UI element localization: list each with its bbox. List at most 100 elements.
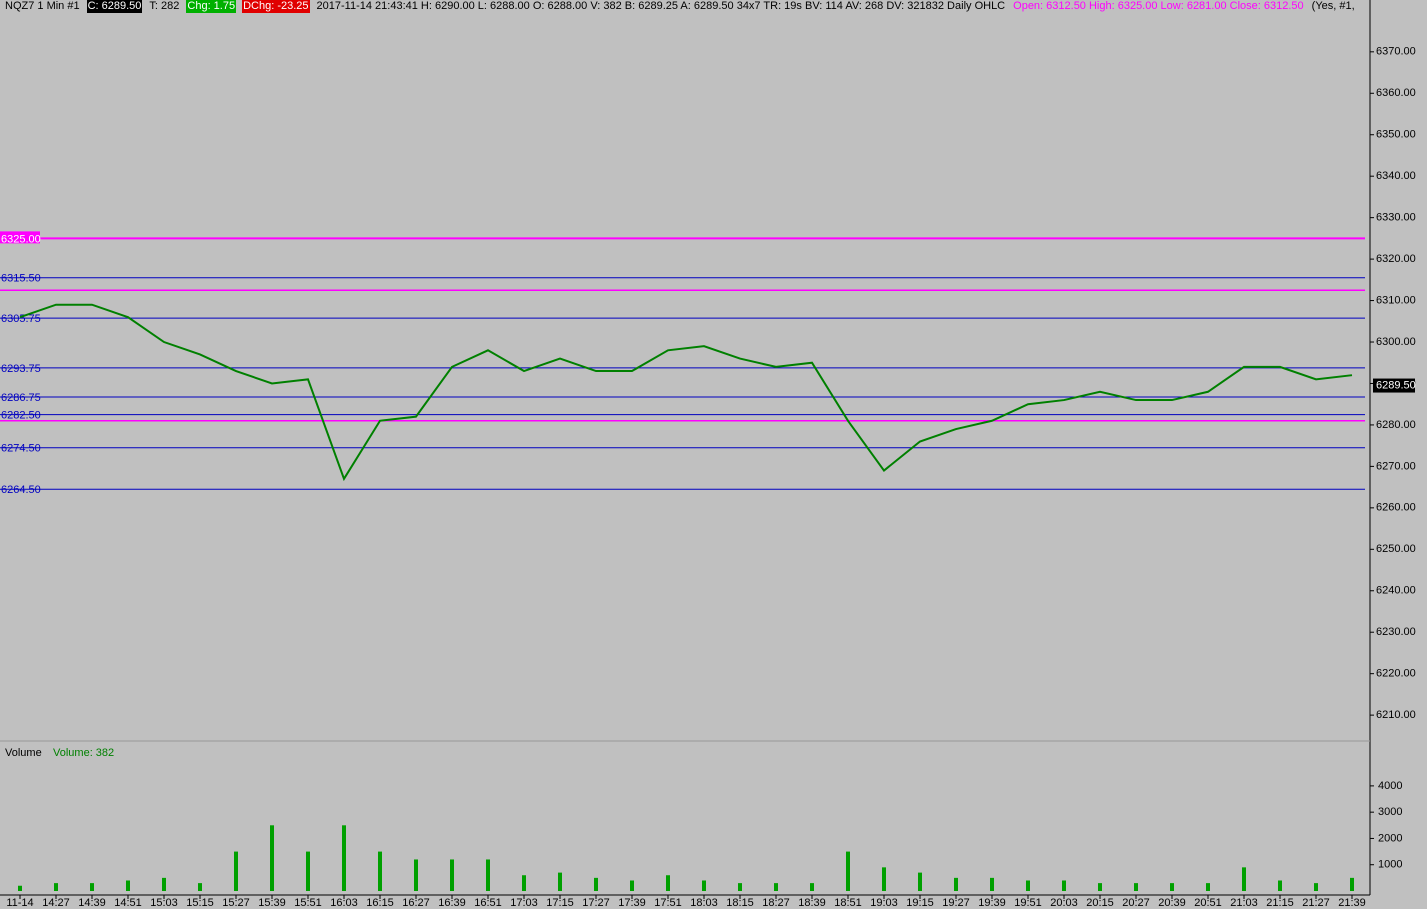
volume-bar [918, 872, 922, 891]
volume-bar [414, 859, 418, 891]
y-tick-label: 4000 [1378, 780, 1402, 792]
volume-bar [882, 867, 886, 891]
last-price-label: 6289.50 [1376, 379, 1416, 391]
x-tick-label: 17:15 [546, 897, 574, 909]
volume-bar [198, 883, 202, 891]
x-tick-label: 17:03 [510, 897, 538, 909]
volume-bar [1062, 880, 1066, 891]
volume-bar [1314, 883, 1318, 891]
x-tick-label: 18:39 [798, 897, 826, 909]
volume-bar [1098, 883, 1102, 891]
x-tick-label: 14:51 [114, 897, 142, 909]
last-price-box [1373, 378, 1415, 393]
header-item: Open: 6312.50 High: 6325.00 Low: 6281.00… [1013, 0, 1304, 12]
level-label: 6274.50 [1, 443, 41, 455]
x-tick-label: 17:39 [618, 897, 646, 909]
x-tick-label: 19:27 [942, 897, 970, 909]
y-tick-label: 6300.00 [1376, 336, 1416, 348]
header-item: Chg: 1.75 [186, 0, 237, 13]
y-tick-label: 6320.00 [1376, 253, 1416, 265]
level-label: 6325.00 [1, 233, 41, 245]
volume-bar [18, 885, 22, 891]
volume-bar [1350, 877, 1354, 891]
volume-bar [234, 851, 238, 891]
x-tick-label: 15:15 [186, 897, 214, 909]
volume-bar [666, 875, 670, 891]
volume-bar [1278, 880, 1282, 891]
level-label: 6282.50 [1, 409, 41, 421]
x-tick-label: 20:15 [1086, 897, 1114, 909]
volume-bar [954, 877, 958, 891]
volume-bar [270, 825, 274, 891]
y-tick-label: 6260.00 [1376, 502, 1416, 514]
header-item: DChg: -23.25 [242, 0, 310, 13]
x-tick-label: 16:27 [402, 897, 430, 909]
y-tick-label: 2000 [1378, 832, 1402, 844]
volume-subtitle: Volume: 382 [53, 747, 114, 759]
level-label: 6305.75 [1, 313, 41, 325]
volume-bar [54, 883, 58, 891]
y-tick-label: 6220.00 [1376, 668, 1416, 680]
x-tick-label: 15:39 [258, 897, 286, 909]
x-tick-label: 14:27 [42, 897, 70, 909]
volume-bar [342, 825, 346, 891]
volume-bar [1026, 880, 1030, 891]
y-tick-label: 6330.00 [1376, 212, 1416, 224]
volume-bar [594, 877, 598, 891]
volume-bar [486, 859, 490, 891]
y-tick-label: 6370.00 [1376, 46, 1416, 58]
volume-bar [126, 880, 130, 891]
volume-bar [630, 880, 634, 891]
y-tick-label: 6350.00 [1376, 129, 1416, 141]
volume-bar [774, 883, 778, 891]
volume-bar [990, 877, 994, 891]
x-tick-label: 11-14 [6, 897, 33, 909]
x-tick-label: 16:51 [474, 897, 502, 909]
x-tick-label: 18:03 [690, 897, 718, 909]
x-tick-label: 19:39 [978, 897, 1006, 909]
x-tick-label: 21:03 [1230, 897, 1258, 909]
y-tick-label: 1000 [1378, 859, 1402, 871]
x-tick-label: 17:51 [654, 897, 682, 909]
volume-bar [162, 877, 166, 891]
volume-bar [450, 859, 454, 891]
level-label: 6293.75 [1, 363, 41, 375]
level-label: 6264.50 [1, 484, 41, 496]
y-tick-label: 6280.00 [1376, 419, 1416, 431]
header-item: (Yes, #1, [1311, 0, 1355, 12]
x-tick-label: 19:15 [906, 897, 934, 909]
level-label: 6286.75 [1, 392, 41, 404]
volume-bar [1170, 883, 1174, 891]
y-tick-label: 6250.00 [1376, 543, 1416, 555]
x-tick-label: 20:39 [1158, 897, 1186, 909]
volume-bar [738, 883, 742, 891]
x-tick-label: 15:51 [294, 897, 322, 909]
level-label: 6315.50 [1, 273, 41, 285]
x-tick-label: 16:03 [330, 897, 358, 909]
volume-bar [90, 883, 94, 891]
x-tick-label: 21:15 [1266, 897, 1294, 909]
y-tick-label: 6360.00 [1376, 87, 1416, 99]
volume-bar [558, 872, 562, 891]
x-tick-label: 21:39 [1338, 897, 1366, 909]
level-label-box [0, 231, 40, 244]
volume-bar [522, 875, 526, 891]
volume-bar [846, 851, 850, 891]
header-item: C: 6289.50 [86, 0, 143, 13]
x-tick-label: 19:51 [1014, 897, 1042, 909]
y-tick-label: 6270.00 [1376, 460, 1416, 472]
y-tick-label: 6240.00 [1376, 585, 1416, 597]
volume-bar [378, 851, 382, 891]
price-line [19, 303, 1353, 482]
y-tick-label: 6230.00 [1376, 626, 1416, 638]
volume-bar [1134, 883, 1138, 891]
volume-title: Volume [5, 747, 42, 759]
volume-bar [1206, 883, 1210, 891]
volume-bar [1242, 867, 1246, 891]
x-tick-label: 14:39 [78, 897, 106, 909]
volume-bar [810, 883, 814, 891]
y-tick-label: 6310.00 [1376, 294, 1416, 306]
x-tick-label: 18:51 [834, 897, 862, 909]
header-item: 2017-11-14 21:43:41 H: 6290.00 L: 6288.0… [316, 0, 1006, 12]
